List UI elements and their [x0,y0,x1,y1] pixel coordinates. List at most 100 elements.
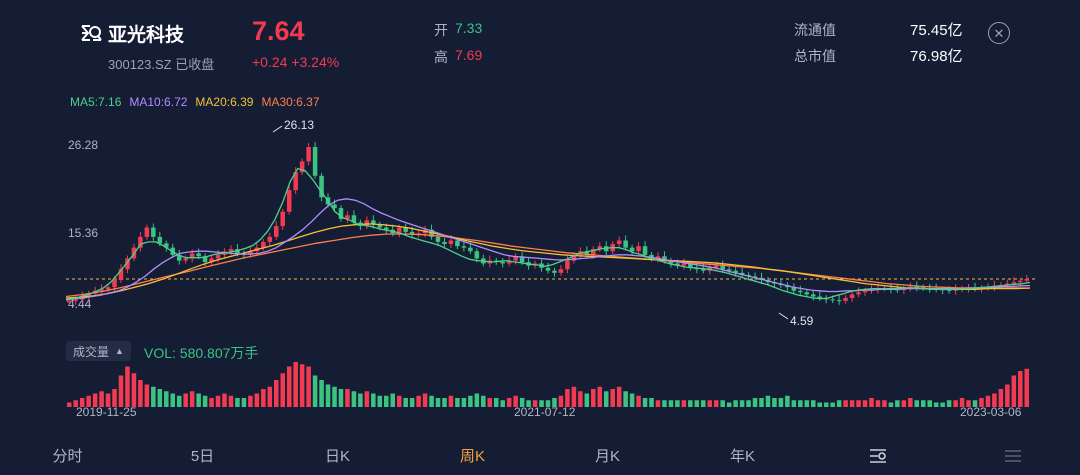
candle-body [623,240,628,248]
candle-body [215,254,221,259]
close-icon: ✕ [993,25,1005,41]
volume-bar [66,402,72,407]
candle-body [371,220,376,225]
volume-bar [196,393,201,407]
tab-weekly-k[interactable]: 周K [459,448,485,465]
volume-label: 成交量 [73,344,110,359]
candle-body [1018,280,1023,283]
volume-bar [823,402,829,407]
candle-body [176,254,182,261]
peak-pointer [272,125,283,133]
high-label: 高 [434,49,448,65]
ma5-label: MA5:7.16 [70,95,122,109]
volume-bar [578,391,583,407]
volume-bar [125,366,130,407]
candle-body [836,300,842,302]
candle-body [862,290,868,293]
date-mid-label: 2021-07-12 [514,405,576,419]
candle-body [571,254,577,261]
volume-bar [183,393,188,407]
volume-bar [377,395,383,407]
candle-body [920,287,926,289]
volume-bar [862,400,868,407]
volume-bar [772,398,777,407]
volume-bar [429,395,434,407]
volume-bar [584,393,590,407]
volume-bar [895,400,900,407]
volume-bar [791,400,797,407]
low-pointer [778,312,789,320]
volume-bar [694,400,700,407]
candle-body [946,290,952,292]
volume-bar [105,393,111,407]
volume-bar [545,400,551,407]
tab-5day[interactable]: 5日 [190,448,215,465]
volume-bar [202,395,208,407]
volume-bar [358,393,363,407]
indicator-settings-icon [869,448,886,463]
candle-body [364,220,370,227]
candle-body [86,293,91,297]
candle-body [519,256,525,263]
candle-body [293,172,298,191]
candle-body [713,265,719,268]
volume-bar [720,400,725,407]
volume-bar [383,395,389,407]
volume-bar [371,393,376,407]
volume-bar [261,389,266,407]
tab-more[interactable] [945,436,1080,475]
volume-bar [655,400,661,407]
date-start-label: 2019-11-25 [76,405,137,419]
volume-bar [875,400,881,407]
candle-body [739,272,745,275]
tab-daily-k[interactable]: 日K [324,448,350,465]
candle-body [856,292,861,295]
candle-body [545,267,551,271]
tab-indicator-settings[interactable] [810,436,945,475]
volume-bar [746,400,751,407]
candle-body [461,246,467,248]
volume-bar [985,395,991,407]
candle-body [183,258,188,261]
candle-body [474,251,480,259]
volume-bar [901,400,907,407]
volume-bar [966,400,971,407]
volume-bar [629,393,635,407]
candle-body [662,256,667,261]
tab-yearly-k[interactable]: 年K [729,448,755,465]
candle-body [151,227,156,237]
tab-monthly-k[interactable]: 月K [594,448,620,465]
candle-body [817,296,822,298]
float-cap-label: 流通值 [794,22,836,38]
volume-bar [817,402,822,407]
candle-body [112,280,117,288]
tab-intraday[interactable]: 分时 [52,448,83,465]
candle-body [726,269,732,271]
volume-bar [668,400,674,407]
candle-body [1005,283,1010,286]
volume-bar [765,395,771,407]
volume-bar [319,380,324,407]
volume-bar [189,391,195,407]
volume-bar [164,391,169,407]
candle-body [396,227,402,234]
ma30-label: MA30:6.37 [261,95,320,109]
close-button[interactable]: ✕ [988,22,1010,44]
volume-bar [623,391,628,407]
kline-chart[interactable] [0,0,1080,436]
candle-body [668,260,674,264]
candle-body [66,300,72,303]
candle-body [830,299,835,301]
volume-bar [616,386,622,407]
float-cap-value: 75.45亿 [910,22,963,39]
volume-bar [688,400,693,407]
volume-indicator-selector[interactable]: 成交量 ▲ [66,341,131,361]
volume-bar [830,402,835,407]
y-mid-label: 15.36 [68,226,99,240]
candle-body [105,287,111,290]
volume-value: VOL: 580.807万手 [144,345,259,361]
volume-bar [92,393,98,407]
volume-bar [500,400,505,407]
volume-bar [513,395,518,407]
volume-bar [733,400,738,407]
